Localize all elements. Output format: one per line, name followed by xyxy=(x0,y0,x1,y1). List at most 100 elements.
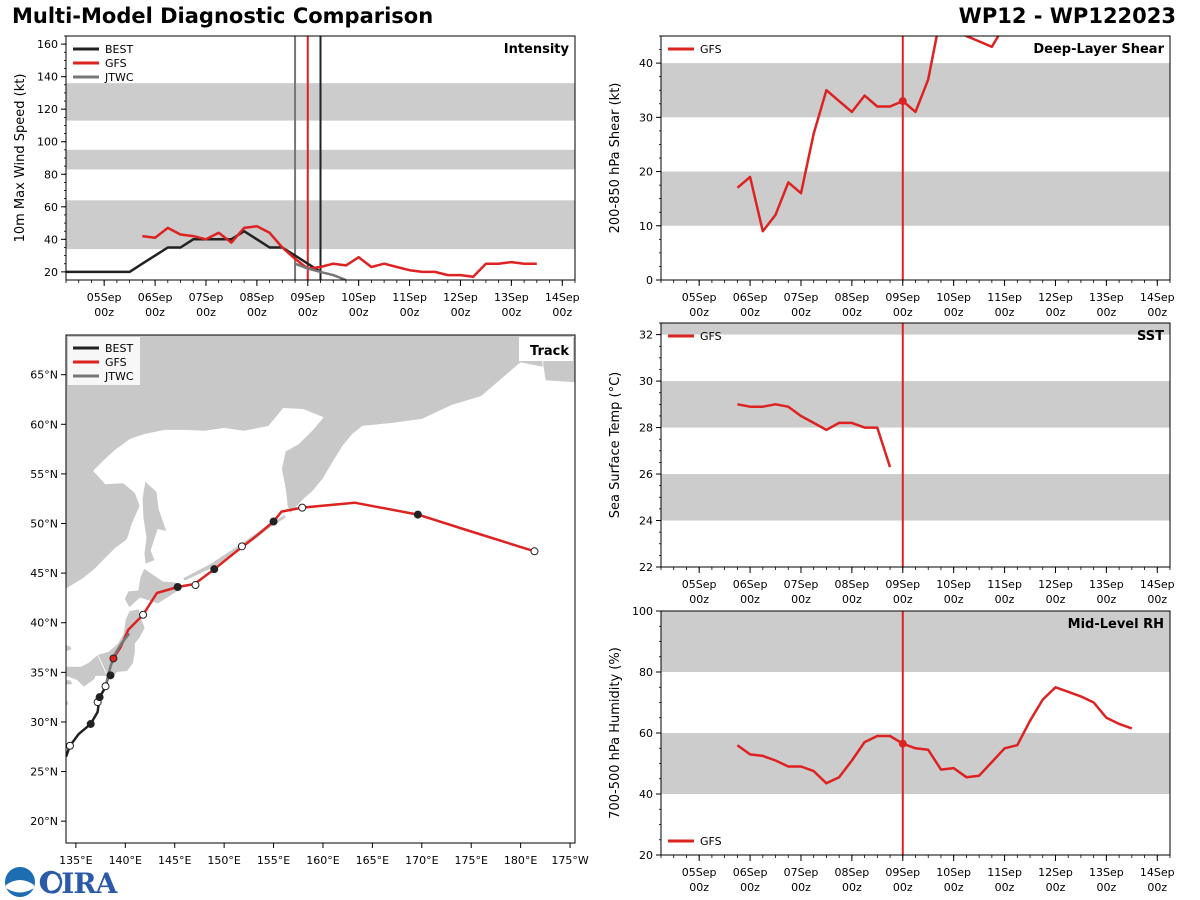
track-xtick-label: 145°E xyxy=(158,854,191,867)
rh-marker xyxy=(898,739,907,748)
intensity-xtick-label-day: 08Sep xyxy=(240,291,275,304)
sst-ylabel: Sea Surface Temp (°C) xyxy=(608,372,623,519)
rh-xtick-label-day: 14Sep xyxy=(1140,866,1175,879)
track-panel: 20°N 25°N 30°N 35°N 40°N 45°N 50°N 55°N 60°N 65°N… xyxy=(30,334,589,867)
track-ytick-label: 30°N xyxy=(30,716,58,729)
rh-xtick-label-day: 09Sep xyxy=(885,866,920,879)
rh-xtick-label-day: 10Sep xyxy=(936,866,971,879)
shear-xtick-label-day: 07Sep xyxy=(784,291,819,304)
intensity-xtick-label-hour: 00z xyxy=(451,306,471,319)
sst-xtick-label-hour: 00z xyxy=(740,593,760,606)
sst-title: SST xyxy=(1137,329,1164,344)
track-frame xyxy=(65,334,576,844)
intensity-xtick-label-day: 14Sep xyxy=(545,291,580,304)
shear-marker xyxy=(898,97,907,106)
rh-title: Mid-Level RH xyxy=(1068,617,1164,632)
shear-xtick-label-hour: 00z xyxy=(689,306,709,319)
intensity-ytick-label: 80 xyxy=(44,168,58,181)
sst-xtick-label-hour: 00z xyxy=(995,593,1015,606)
shear-xtick-label-day: 08Sep xyxy=(835,291,870,304)
intensity-xtick-label-hour: 00z xyxy=(552,306,572,319)
legend-label-best: BEST xyxy=(105,43,133,56)
sst-ytick-label: 32 xyxy=(639,329,653,342)
track-position-marker xyxy=(413,510,422,519)
rh-xtick-label-day: 06Sep xyxy=(733,866,768,879)
land-korea-edge xyxy=(66,644,73,652)
rh-xtick-label-hour: 00z xyxy=(1096,881,1116,894)
track-position-marker xyxy=(210,565,219,574)
intensity-xtick-label-day: 10Sep xyxy=(341,291,376,304)
track-position-marker xyxy=(95,693,104,702)
shear-xtick-label-day: 05Sep xyxy=(682,291,717,304)
rh-xtick-label-day: 08Sep xyxy=(835,866,870,879)
intensity-plot-area xyxy=(66,36,575,280)
intensity-xtick-label-day: 09Sep xyxy=(290,291,325,304)
legend-label-jtwc: JTWC xyxy=(104,370,134,383)
rh-ytick-label: 60 xyxy=(639,727,653,740)
track-position-marker xyxy=(101,682,110,691)
sst-ytick-label: 30 xyxy=(639,375,653,388)
sst-ytick-label: 24 xyxy=(639,515,653,528)
legend-label-jtwc: JTWC xyxy=(104,71,134,84)
rh-xtick-label-day: 07Sep xyxy=(784,866,819,879)
shear-xtick-label-day: 11Sep xyxy=(987,291,1022,304)
shear-xtick-label-day: 09Sep xyxy=(885,291,920,304)
track-position-marker xyxy=(298,503,307,512)
sst-band-1 xyxy=(661,381,1170,428)
sst-xtick-label-hour: 00z xyxy=(944,593,964,606)
shear-ytick-label: 10 xyxy=(639,220,653,233)
sst-xtick-label-day: 11Sep xyxy=(987,578,1022,591)
shear-xtick-label-hour: 00z xyxy=(1096,306,1116,319)
track-xtick-label: 150°E xyxy=(207,854,240,867)
land-siberia-mainland xyxy=(66,335,575,590)
land-kyushu-edge xyxy=(66,698,70,708)
shear-xtick-label-hour: 00z xyxy=(995,306,1015,319)
intensity-ytick-label: 60 xyxy=(44,201,58,214)
rh-ylabel: 700-500 hPa Humidity (%) xyxy=(608,647,623,819)
track-position-marker xyxy=(86,719,95,728)
intensity-ytick-label: 100 xyxy=(37,136,58,149)
logo-group: CIRA xyxy=(5,867,120,900)
track-xtick-label: 175°W xyxy=(551,854,588,867)
rh-xtick-label-day: 05Sep xyxy=(682,866,717,879)
sst-ytick-label: 22 xyxy=(639,561,653,574)
track-ytick-label: 35°N xyxy=(30,666,58,679)
rh-xtick-label-hour: 00z xyxy=(893,881,913,894)
intensity-xtick-label-hour: 00z xyxy=(247,306,267,319)
shear-ytick-label: 40 xyxy=(639,57,653,70)
rh-band-0 xyxy=(661,733,1170,794)
intensity-xtick-label-day: 07Sep xyxy=(189,291,224,304)
sst-xtick-label-day: 06Sep xyxy=(733,578,768,591)
cira-logo-ring xyxy=(39,870,63,894)
track-xtick-label: 155°E xyxy=(257,854,290,867)
sst-xtick-label-day: 14Sep xyxy=(1140,578,1175,591)
intensity-xtick-label-day: 12Sep xyxy=(443,291,478,304)
shear-xtick-label-hour: 00z xyxy=(1147,306,1167,319)
rh-ytick-label: 20 xyxy=(639,849,653,862)
intensity-xtick-label-hour: 00z xyxy=(349,306,369,319)
land-shikoku xyxy=(66,678,74,686)
intensity-xtick-label-hour: 00z xyxy=(298,306,318,319)
sst-xtick-label-hour: 00z xyxy=(842,593,862,606)
sst-xtick-label-hour: 00z xyxy=(791,593,811,606)
rh-ytick-label: 40 xyxy=(639,788,653,801)
track-xtick-label: 160°E xyxy=(306,854,339,867)
intensity-ylabel: 10m Max Wind Speed (kt) xyxy=(13,74,28,243)
intensity-ytick-label: 120 xyxy=(37,103,58,116)
shear-band-0 xyxy=(661,171,1170,226)
track-position-marker xyxy=(109,654,118,663)
rh-plot-area xyxy=(661,611,1170,855)
track-ytick-label: 60°N xyxy=(30,418,58,431)
intensity-title: Intensity xyxy=(504,42,570,57)
land-honshu-south xyxy=(66,653,109,688)
sst-panel: 22 24 26 28 30 32 05Sep 00z 06Sep 00z 07Sep 00z 08Se… xyxy=(608,322,1175,606)
land-sakhalin xyxy=(141,480,168,565)
figure-title: Multi-Model Diagnostic Comparison xyxy=(12,4,434,28)
rh-series-gfs xyxy=(736,686,1133,785)
shear-xtick-label-hour: 00z xyxy=(740,306,760,319)
track-xtick-label: 180°E xyxy=(504,854,537,867)
intensity-xtick-label-hour: 00z xyxy=(196,306,216,319)
track-series-gfs xyxy=(112,501,535,660)
intensity-xtick-label-hour: 00z xyxy=(501,306,521,319)
